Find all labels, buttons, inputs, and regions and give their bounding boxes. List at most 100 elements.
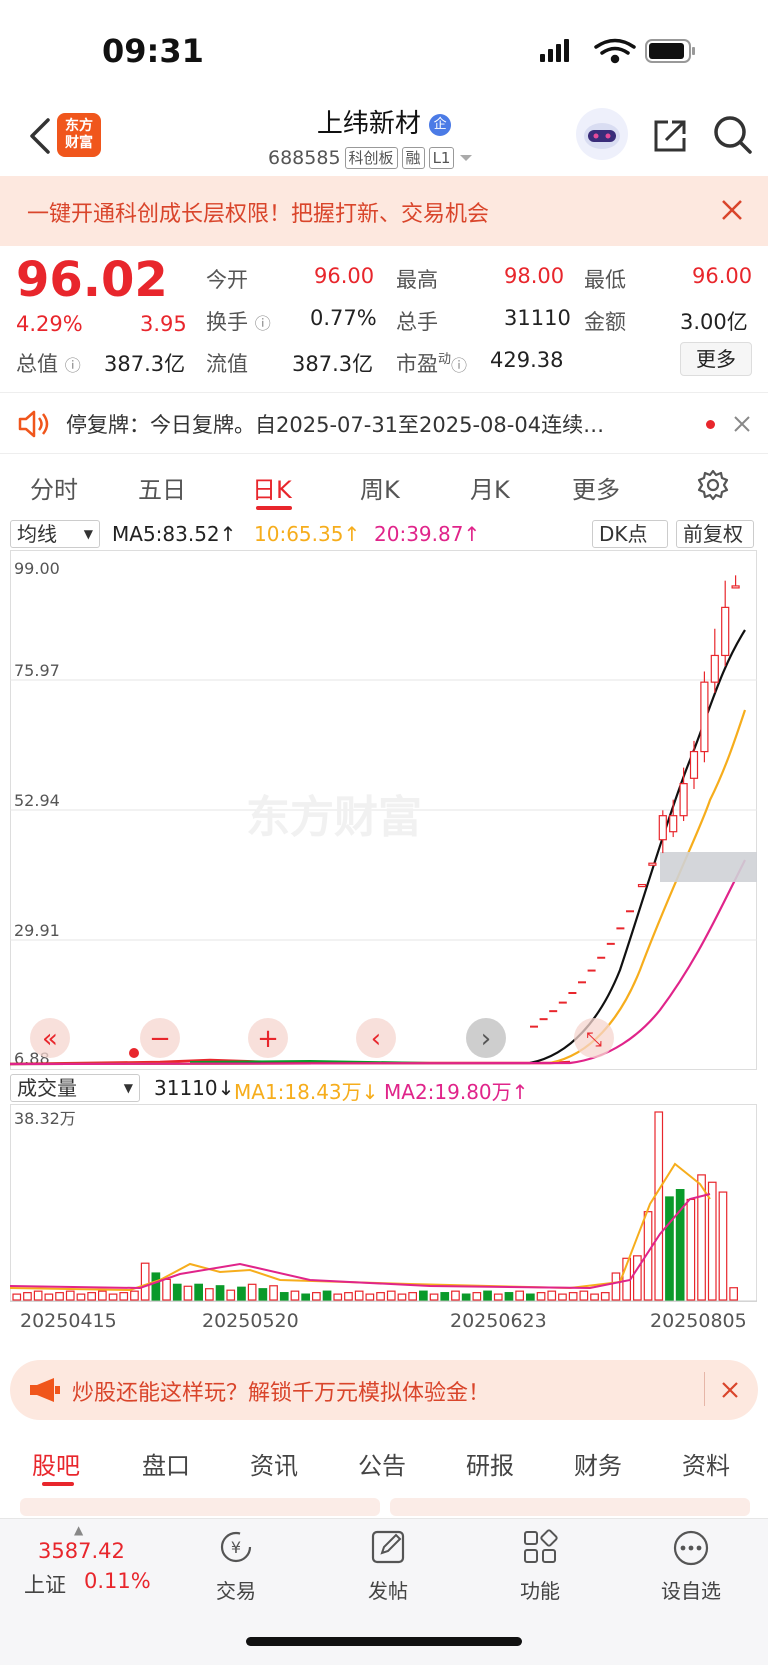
notice-bar[interactable]: 停复牌：今日复牌。自2025-07-31至2025-08-04连续… xyxy=(0,392,768,454)
index-value[interactable]: 3587.42 xyxy=(38,1539,125,1563)
caret-down-icon[interactable] xyxy=(458,150,474,166)
tab-news[interactable]: 资讯 xyxy=(250,1452,298,1480)
volume-bar xyxy=(301,1293,310,1301)
candlestick-chart[interactable]: 东方财富 99.00 75.97 52.94 29.91 6.88 « − + … xyxy=(10,550,757,1070)
simulation-promo-banner[interactable]: 炒股还能这样玩？解锁千万元模拟体验金！ xyxy=(10,1360,758,1420)
search-icon[interactable] xyxy=(712,114,754,156)
fast-back-button[interactable] xyxy=(30,1018,70,1058)
candle-body xyxy=(648,862,657,866)
tab-guba[interactable]: 股吧 xyxy=(32,1452,80,1480)
share-icon[interactable] xyxy=(650,116,690,156)
tab-pankou[interactable]: 盘口 xyxy=(142,1452,190,1480)
prev-button[interactable] xyxy=(356,1018,396,1058)
volume-bar xyxy=(536,1292,546,1301)
date-label: 20250623 xyxy=(450,1310,547,1332)
price-axis-label: 99.00 xyxy=(14,559,60,578)
trade-label[interactable]: 交易 xyxy=(216,1579,256,1603)
close-icon[interactable] xyxy=(720,198,744,222)
trade-icon[interactable]: ¥ xyxy=(216,1529,256,1565)
next-icon: › xyxy=(481,1024,491,1054)
volume-bar xyxy=(205,1288,214,1301)
stock-name: 上纬新材 企 xyxy=(0,103,768,140)
ma10-value: 10:65.35↑ xyxy=(254,522,361,546)
recent-candles xyxy=(637,575,740,888)
candle-body xyxy=(700,681,709,753)
volume-indicator-dropdown[interactable]: 成交量 ▼ xyxy=(10,1074,140,1102)
volume-bar xyxy=(97,1290,107,1301)
volume-bar xyxy=(312,1292,321,1301)
volume-bar xyxy=(269,1285,278,1301)
tab-profile[interactable]: 资料 xyxy=(682,1452,730,1480)
volume-bar xyxy=(461,1293,471,1301)
robot-assistant-icon[interactable] xyxy=(574,106,630,162)
active-tab-indicator xyxy=(256,506,292,510)
chart-frame xyxy=(10,1104,757,1302)
app-logo: 东方 财富 xyxy=(57,113,101,157)
date-label: 20250520 xyxy=(202,1310,299,1332)
zoom-in-icon: + xyxy=(257,1024,279,1054)
margin-tag: 融 xyxy=(401,147,425,169)
ma20-value: 20:39.87↑ xyxy=(374,522,481,546)
functions-grid-icon[interactable] xyxy=(522,1529,558,1565)
tab-intraday[interactable]: 分时 xyxy=(30,476,78,504)
volume-value: 31110↓ xyxy=(154,1076,235,1100)
volume-bar xyxy=(237,1286,246,1301)
stock-code-row: 688585 科创板 融 L1 xyxy=(268,144,474,172)
promo-banner[interactable]: 一键开通科创成长层权限！把握打新、交易机会 xyxy=(0,176,768,246)
battery-icon xyxy=(645,39,695,63)
open-value: 96.00 xyxy=(314,264,375,288)
info-icon: ⓘ xyxy=(64,356,81,375)
tab-more[interactable]: 更多 xyxy=(572,476,620,504)
volume-bar xyxy=(76,1293,86,1301)
volume-bar xyxy=(344,1292,353,1301)
back-arrow-icon[interactable] xyxy=(22,112,62,160)
event-marker[interactable] xyxy=(129,1048,139,1058)
date-label: 20250805 xyxy=(650,1310,747,1332)
watchlist-label[interactable]: 设自选 xyxy=(661,1579,721,1603)
volume-bar xyxy=(579,1290,589,1301)
tab-research[interactable]: 研报 xyxy=(466,1452,514,1480)
content-preview xyxy=(390,1498,750,1516)
volume-legend-bar: 成交量 ▼ 31110↓ MA1:18.43万↓ MA2:19.80万↑ xyxy=(0,1072,768,1106)
more-dots-icon[interactable] xyxy=(672,1529,710,1567)
dk-point-dropdown[interactable]: DK点 xyxy=(592,520,668,548)
index-change: 0.11% xyxy=(84,1569,151,1593)
volume-bar xyxy=(333,1293,343,1301)
volume-bar xyxy=(483,1290,492,1301)
volume-bar xyxy=(600,1292,610,1301)
promo-text: 一键开通科创成长层权限！把握打新、交易机会 xyxy=(27,202,490,227)
close-icon[interactable] xyxy=(720,1380,740,1400)
adjust-button[interactable]: 前复权 xyxy=(676,520,754,548)
tab-monthly-k[interactable]: 月K xyxy=(470,476,510,504)
tab-daily-k[interactable]: 日K xyxy=(252,476,292,504)
volume-bar xyxy=(515,1290,524,1301)
volume-bar xyxy=(686,1198,696,1301)
fullscreen-button[interactable] xyxy=(574,1018,614,1058)
candle-body xyxy=(710,654,719,683)
tab-announcements[interactable]: 公告 xyxy=(358,1452,406,1480)
volume-chart[interactable]: 38.32万 xyxy=(10,1104,757,1302)
candle-body xyxy=(731,585,740,589)
zoom-out-button[interactable] xyxy=(140,1018,180,1058)
post-label[interactable]: 发帖 xyxy=(368,1579,408,1603)
tab-five-day[interactable]: 五日 xyxy=(138,476,186,504)
next-button[interactable] xyxy=(466,1018,506,1058)
index-name[interactable]: 上证 xyxy=(24,1573,66,1597)
tab-finance[interactable]: 财务 xyxy=(574,1452,622,1480)
zoom-in-button[interactable] xyxy=(248,1018,288,1058)
turnover-label: 换手 ⓘ xyxy=(206,310,271,334)
ma5-value: MA5:83.52↑ xyxy=(112,522,237,546)
expand-caret-icon[interactable]: ▲ xyxy=(74,1523,84,1537)
edit-post-icon[interactable] xyxy=(370,1529,406,1565)
tab-weekly-k[interactable]: 周K xyxy=(360,476,400,504)
float-label: 流值 xyxy=(206,352,248,376)
volume-bar xyxy=(386,1290,396,1301)
indicator-dropdown[interactable]: 均线 ▼ xyxy=(10,520,100,548)
settings-gear-icon[interactable] xyxy=(696,468,730,502)
close-icon[interactable] xyxy=(732,414,752,434)
more-button[interactable]: 更多 xyxy=(680,342,752,376)
vol-ma2-line xyxy=(10,1193,711,1290)
functions-label[interactable]: 功能 xyxy=(520,1579,560,1603)
price-axis-label: 29.91 xyxy=(14,921,60,940)
high-label: 最高 xyxy=(396,268,438,292)
